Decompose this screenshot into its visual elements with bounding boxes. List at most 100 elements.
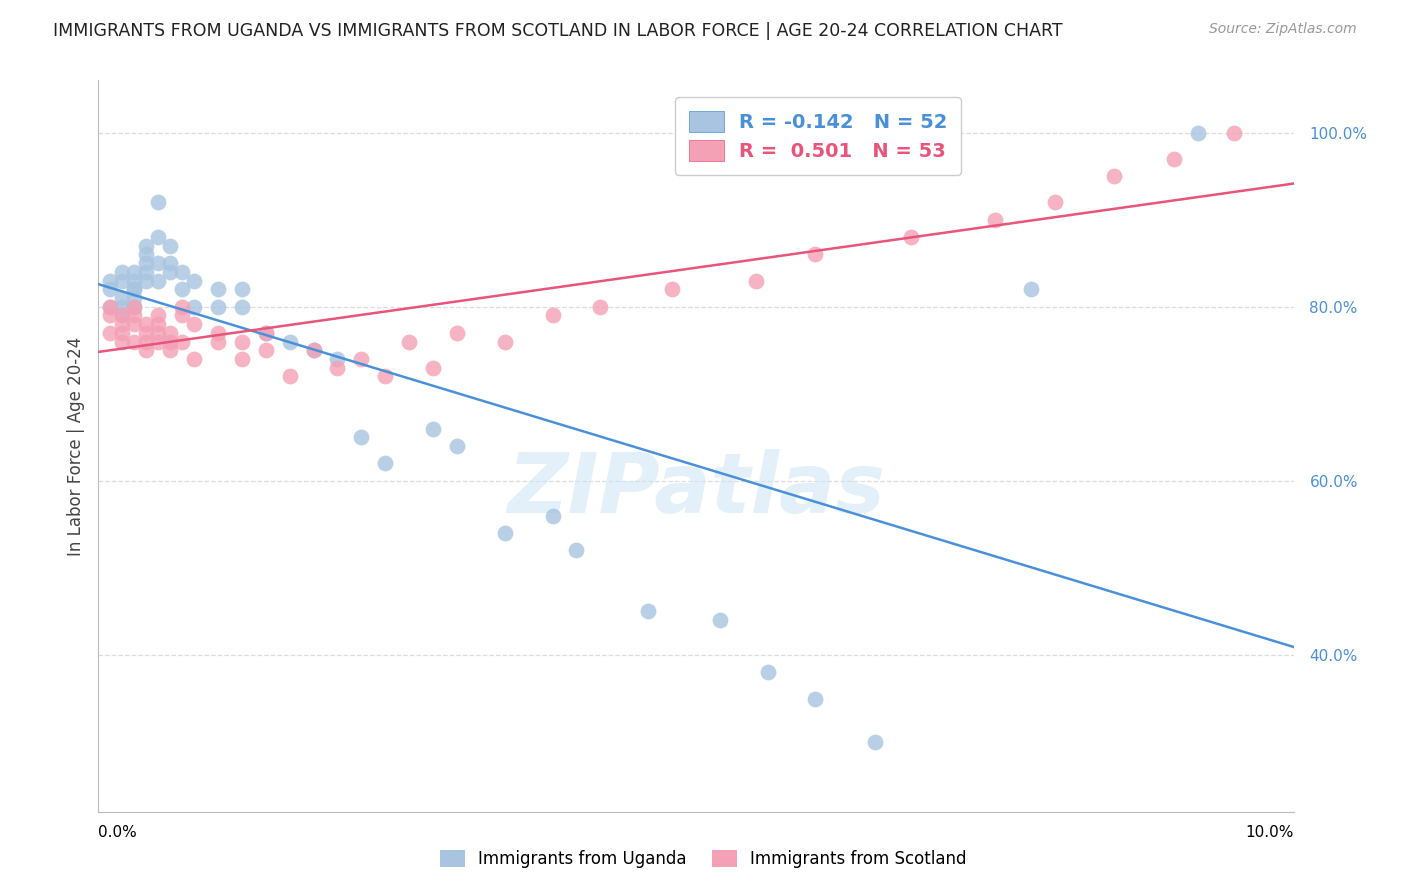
Point bbox=[135, 247, 157, 261]
Point bbox=[183, 317, 205, 331]
Point bbox=[278, 369, 301, 384]
Point bbox=[135, 265, 157, 279]
Point bbox=[494, 526, 516, 541]
Point bbox=[254, 343, 277, 358]
Point bbox=[98, 282, 122, 296]
Point bbox=[207, 334, 229, 349]
Point bbox=[159, 265, 181, 279]
Point bbox=[446, 326, 468, 340]
Point bbox=[159, 256, 181, 270]
Point bbox=[254, 326, 277, 340]
Point bbox=[278, 334, 301, 349]
Point bbox=[124, 300, 146, 314]
Point bbox=[1163, 152, 1185, 166]
Point bbox=[350, 351, 373, 366]
Point bbox=[172, 334, 194, 349]
Point bbox=[111, 317, 134, 331]
Point bbox=[661, 282, 683, 296]
Point bbox=[804, 691, 827, 706]
Point bbox=[172, 300, 194, 314]
Point bbox=[350, 430, 373, 444]
Point bbox=[326, 360, 349, 375]
Point bbox=[135, 317, 157, 331]
Point bbox=[183, 351, 205, 366]
Point bbox=[148, 309, 170, 323]
Point bbox=[124, 317, 146, 331]
Point bbox=[111, 274, 134, 288]
Point bbox=[159, 238, 181, 252]
Point bbox=[207, 300, 229, 314]
Point bbox=[374, 369, 396, 384]
Point bbox=[183, 300, 205, 314]
Point bbox=[135, 343, 157, 358]
Point bbox=[422, 360, 444, 375]
Point bbox=[207, 282, 229, 296]
Point bbox=[148, 230, 170, 244]
Point bbox=[98, 300, 122, 314]
Point bbox=[494, 334, 516, 349]
Point bbox=[541, 508, 564, 523]
Point bbox=[1019, 282, 1042, 296]
Point bbox=[148, 195, 170, 210]
Point bbox=[111, 309, 134, 323]
Point bbox=[446, 439, 468, 453]
Point bbox=[709, 613, 731, 627]
Point bbox=[984, 212, 1007, 227]
Point bbox=[148, 256, 170, 270]
Point bbox=[326, 351, 349, 366]
Point bbox=[900, 230, 922, 244]
Point bbox=[172, 282, 194, 296]
Point bbox=[804, 247, 827, 261]
Point bbox=[565, 543, 588, 558]
Point bbox=[1043, 195, 1066, 210]
Point bbox=[231, 351, 253, 366]
Point bbox=[135, 274, 157, 288]
Point bbox=[111, 334, 134, 349]
Point bbox=[148, 274, 170, 288]
Point bbox=[637, 604, 659, 618]
Point bbox=[756, 665, 779, 680]
Point bbox=[1104, 169, 1126, 183]
Text: ZIPatlas: ZIPatlas bbox=[508, 450, 884, 531]
Point bbox=[124, 291, 146, 305]
Point bbox=[231, 282, 253, 296]
Legend: R = -0.142   N = 52, R =  0.501   N = 53: R = -0.142 N = 52, R = 0.501 N = 53 bbox=[675, 97, 962, 175]
Point bbox=[254, 326, 277, 340]
Point bbox=[124, 265, 146, 279]
Point bbox=[111, 326, 134, 340]
Point bbox=[159, 334, 181, 349]
Point bbox=[111, 265, 134, 279]
Point bbox=[207, 326, 229, 340]
Point bbox=[124, 282, 146, 296]
Y-axis label: In Labor Force | Age 20-24: In Labor Force | Age 20-24 bbox=[66, 336, 84, 556]
Point bbox=[302, 343, 325, 358]
Point bbox=[111, 300, 134, 314]
Point bbox=[111, 309, 134, 323]
Point bbox=[111, 291, 134, 305]
Point bbox=[231, 300, 253, 314]
Point bbox=[124, 282, 146, 296]
Point bbox=[374, 457, 396, 471]
Point bbox=[148, 334, 170, 349]
Point bbox=[98, 300, 122, 314]
Point bbox=[589, 300, 612, 314]
Point bbox=[159, 343, 181, 358]
Point bbox=[302, 343, 325, 358]
Point bbox=[1187, 126, 1209, 140]
Point bbox=[135, 326, 157, 340]
Point bbox=[1223, 126, 1246, 140]
Point bbox=[124, 300, 146, 314]
Point bbox=[865, 735, 887, 749]
Point bbox=[541, 309, 564, 323]
Point bbox=[98, 309, 122, 323]
Point bbox=[124, 309, 146, 323]
Legend: Immigrants from Uganda, Immigrants from Scotland: Immigrants from Uganda, Immigrants from … bbox=[433, 843, 973, 875]
Point bbox=[172, 309, 194, 323]
Point bbox=[135, 238, 157, 252]
Point bbox=[398, 334, 420, 349]
Point bbox=[98, 274, 122, 288]
Point bbox=[172, 265, 194, 279]
Point bbox=[422, 421, 444, 435]
Point bbox=[148, 317, 170, 331]
Point bbox=[745, 274, 768, 288]
